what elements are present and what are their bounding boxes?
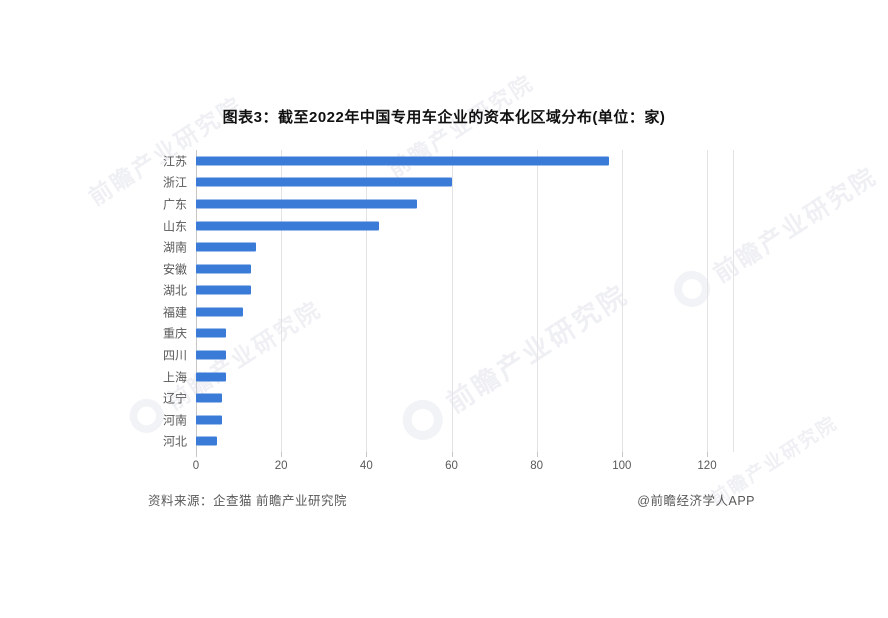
chart-title: 图表3：截至2022年中国专用车企业的资本化区域分布(单位：家) bbox=[222, 109, 666, 126]
category-label: 河南 bbox=[162, 413, 187, 428]
bar bbox=[196, 264, 252, 274]
bar-rows: 江苏浙江广东山东湖南安徽湖北福建重庆四川上海辽宁河南河北 bbox=[163, 150, 733, 453]
bar bbox=[196, 393, 222, 403]
bar bbox=[196, 156, 610, 166]
bar bbox=[196, 242, 256, 252]
credit-note: @前瞻经济学人APP bbox=[637, 494, 755, 508]
gridline-60 bbox=[451, 150, 453, 452]
category-label: 上海 bbox=[162, 370, 187, 385]
x-tick-label: 20 bbox=[274, 460, 288, 472]
x-tick-20 bbox=[281, 452, 283, 457]
category-label: 福建 bbox=[162, 305, 187, 320]
y-axis-line bbox=[196, 150, 197, 452]
bar-row: 湖北 bbox=[163, 279, 733, 301]
bar bbox=[196, 350, 226, 360]
bar-row: 河南 bbox=[163, 409, 733, 431]
x-tick-0 bbox=[196, 452, 197, 457]
bar-row: 辽宁 bbox=[163, 387, 733, 409]
category-label: 江苏 bbox=[162, 154, 187, 169]
category-label: 辽宁 bbox=[162, 391, 187, 406]
bar bbox=[196, 436, 218, 446]
bar bbox=[196, 372, 226, 382]
gridline-20 bbox=[281, 150, 283, 452]
bar bbox=[196, 177, 452, 187]
bar bbox=[196, 199, 418, 209]
x-tick-label: 80 bbox=[530, 460, 544, 472]
category-label: 重庆 bbox=[162, 326, 187, 341]
x-tick-120 bbox=[707, 452, 708, 457]
category-label: 浙江 bbox=[162, 175, 187, 190]
category-label: 安徽 bbox=[162, 262, 187, 277]
x-tick-label: 100 bbox=[612, 460, 632, 472]
x-tick-100 bbox=[621, 452, 623, 457]
category-label: 山东 bbox=[162, 219, 187, 234]
category-label: 河北 bbox=[162, 434, 187, 449]
source-note: 资料来源：企查猫 前瞻产业研究院 bbox=[148, 494, 347, 508]
plot-right-border bbox=[733, 150, 734, 452]
bar bbox=[196, 221, 380, 231]
bar-row: 福建 bbox=[163, 301, 733, 323]
bar-row: 湖南 bbox=[163, 236, 733, 258]
gridline-40 bbox=[366, 150, 368, 452]
bar-row: 河北 bbox=[163, 431, 733, 453]
bar-row: 四川 bbox=[163, 344, 733, 366]
bar bbox=[196, 328, 226, 338]
bar-row: 山东 bbox=[163, 215, 733, 237]
gridline-80 bbox=[536, 150, 538, 452]
bar bbox=[196, 415, 222, 425]
bar bbox=[196, 285, 252, 295]
x-tick-label: 0 bbox=[192, 460, 200, 472]
category-label: 湖北 bbox=[162, 283, 187, 298]
x-tick-40 bbox=[366, 452, 368, 457]
x-tick-label: 60 bbox=[445, 460, 458, 472]
plot-area: 江苏浙江广东山东湖南安徽湖北福建重庆四川上海辽宁河南河北 bbox=[163, 150, 734, 457]
category-label: 广东 bbox=[162, 197, 187, 212]
bar-row: 江苏 bbox=[163, 150, 733, 172]
x-tick-label: 120 bbox=[697, 460, 717, 472]
bar bbox=[196, 307, 243, 317]
bar-row: 广东 bbox=[163, 193, 733, 215]
x-tick-60 bbox=[451, 452, 453, 457]
x-tick-label: 40 bbox=[359, 460, 373, 472]
category-label: 四川 bbox=[162, 348, 187, 363]
bar-row: 浙江 bbox=[163, 172, 733, 194]
category-label: 湖南 bbox=[162, 240, 187, 255]
bar-row: 重庆 bbox=[163, 323, 733, 345]
gridline-100 bbox=[621, 150, 623, 452]
bar-row: 安徽 bbox=[163, 258, 733, 280]
x-tick-80 bbox=[536, 452, 538, 457]
gridline-120 bbox=[707, 150, 708, 452]
bar-row: 上海 bbox=[163, 366, 733, 388]
